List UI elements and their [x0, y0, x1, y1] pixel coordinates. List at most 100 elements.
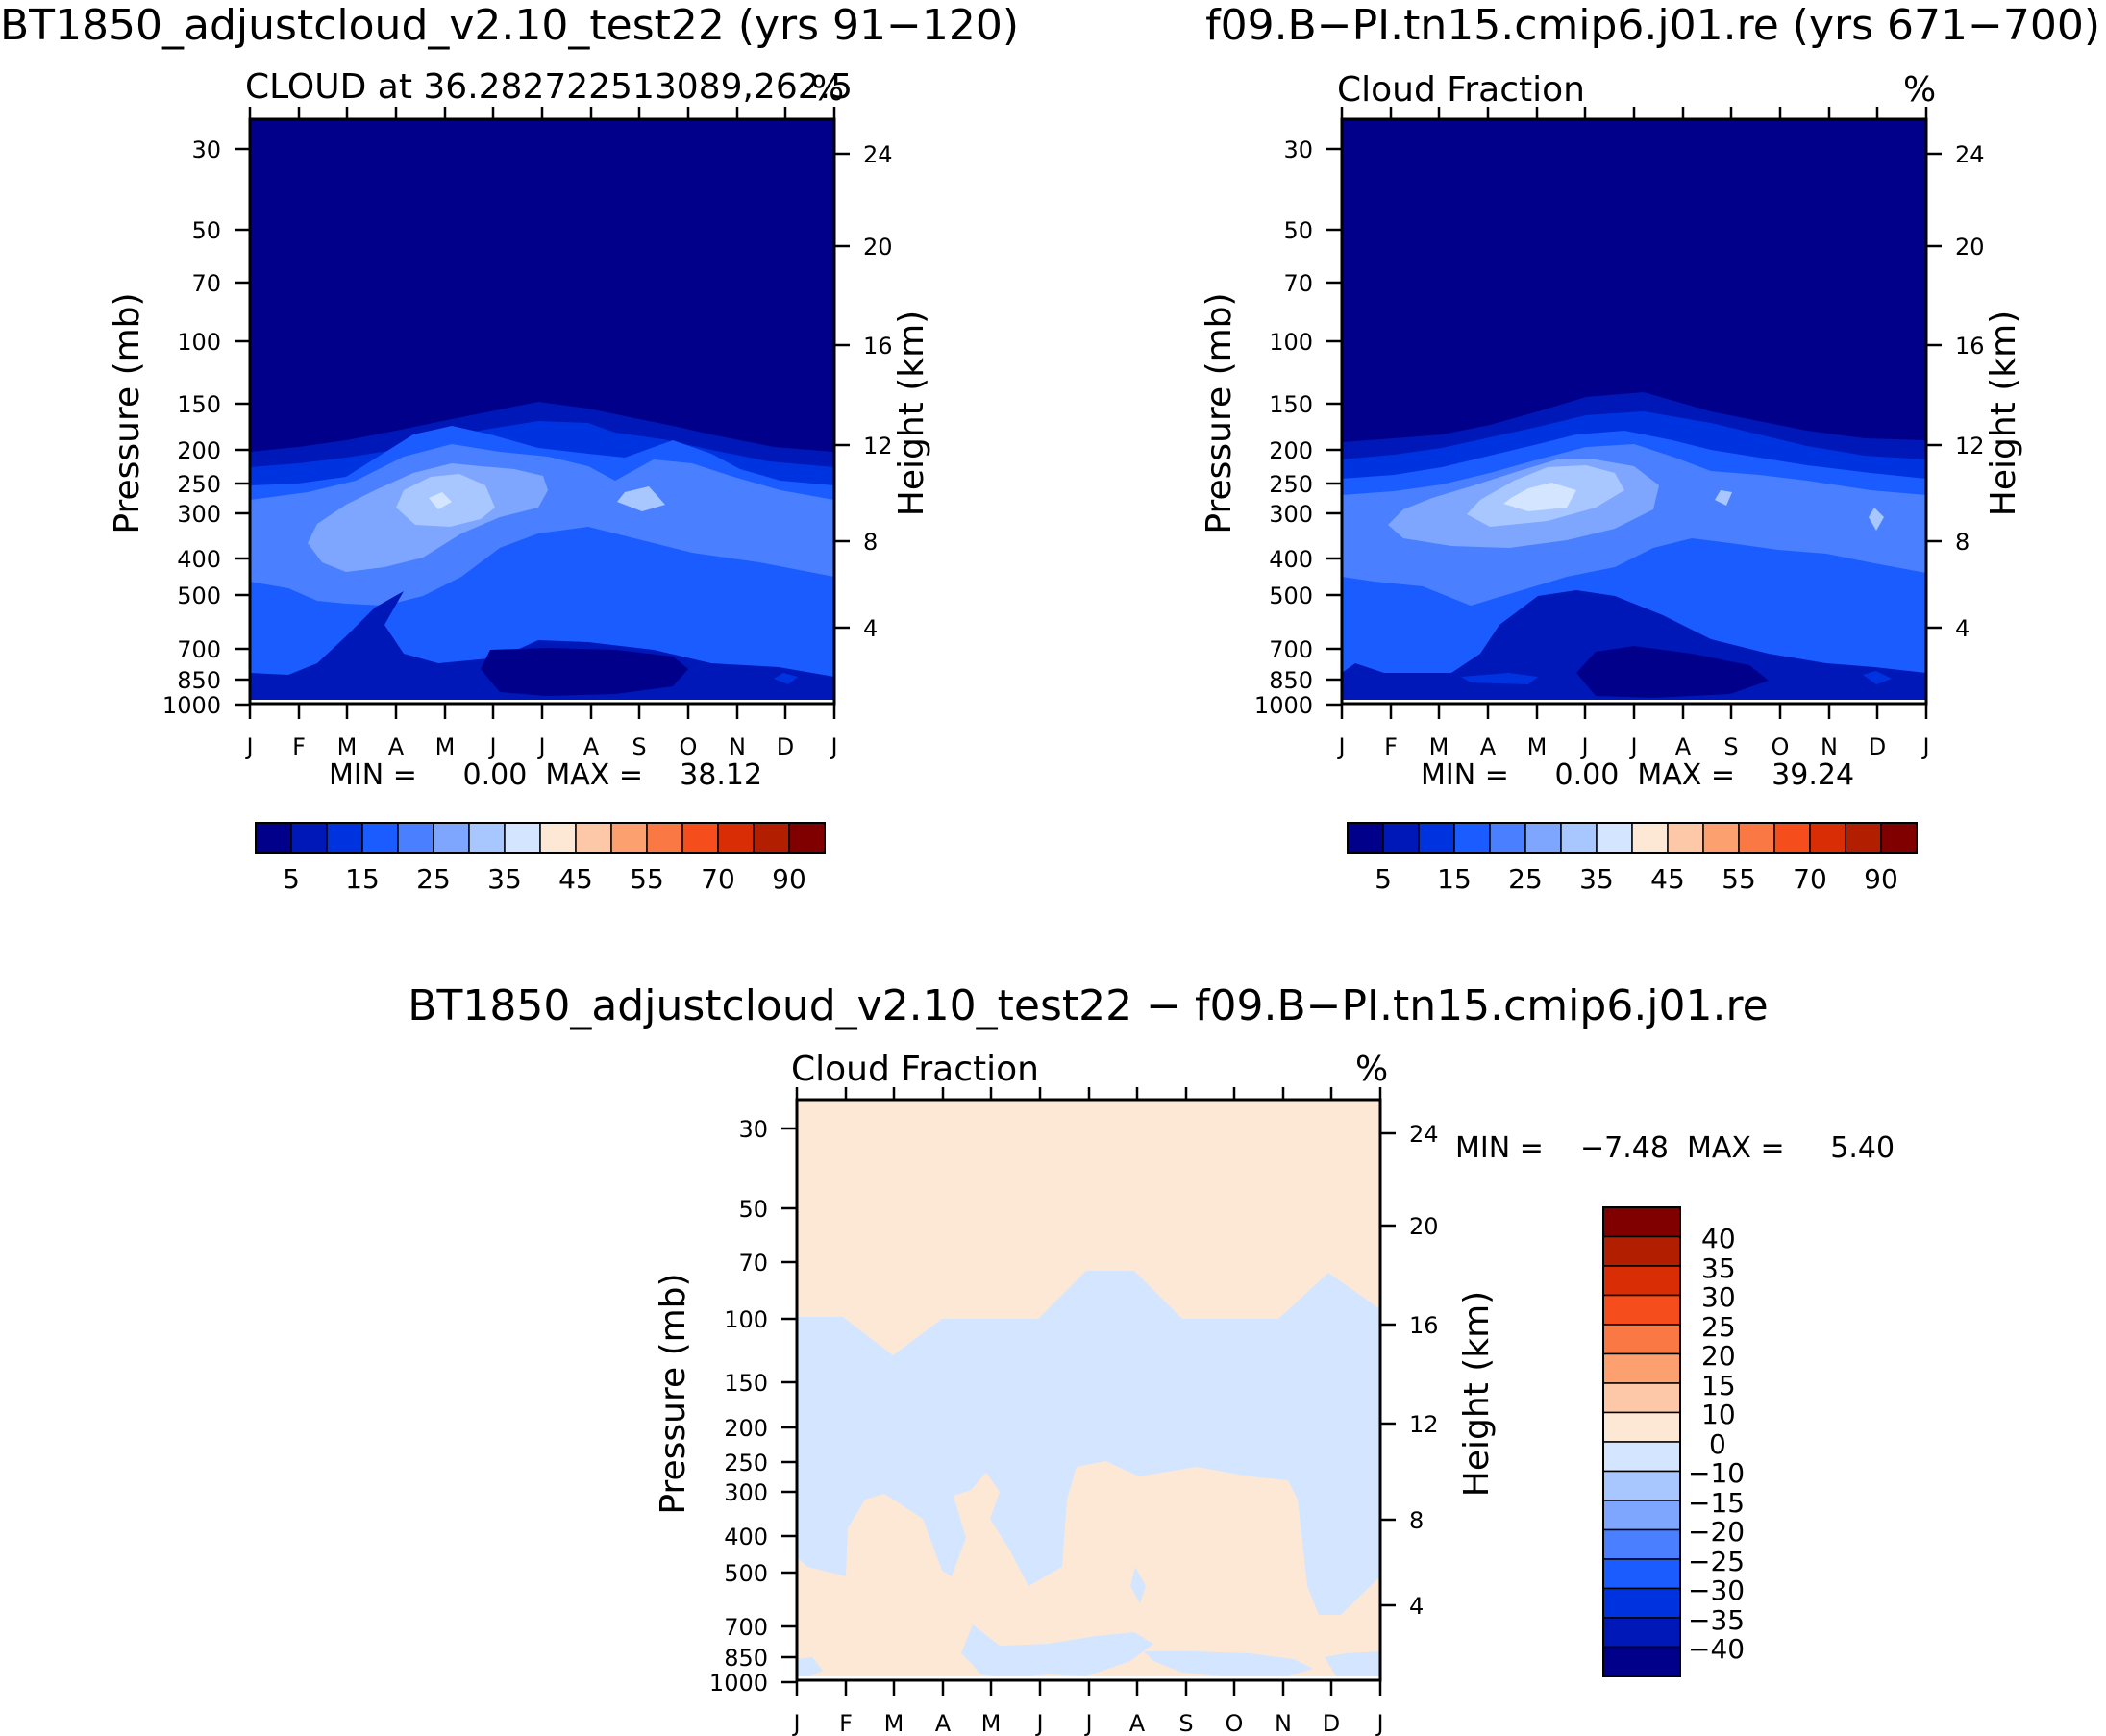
colorbar-label: 5 — [283, 863, 300, 895]
colorbar-labels: 5 15 25 35 45 55 70 90 — [283, 863, 806, 895]
colorbar-label: 25 — [1508, 863, 1543, 895]
panel-2-units: % — [1903, 70, 1936, 110]
colorbar-label: 25 — [416, 863, 451, 895]
pressure-tick: 250 — [177, 471, 221, 498]
month-tick: N — [1275, 1710, 1292, 1736]
panel-2-ylabel-left: Pressure (mb) — [1200, 292, 1239, 533]
pressure-tick: 700 — [724, 1614, 768, 1641]
colorbar-swatch — [1602, 1294, 1681, 1326]
colorbar-swatch — [1602, 1470, 1681, 1501]
panel-3-ylabel-left: Pressure (mb) — [654, 1273, 693, 1514]
pressure-tick: 150 — [177, 391, 221, 418]
height-tick: 12 — [1955, 433, 1985, 459]
month-tick: A — [1675, 733, 1692, 760]
month-tick: D — [1323, 1710, 1340, 1736]
colorbar-swatch — [361, 822, 399, 854]
colorbar-label: 0 — [1709, 1428, 1726, 1460]
pressure-tick: 850 — [177, 667, 221, 694]
height-tick: 12 — [863, 433, 893, 459]
month-tick: J — [244, 733, 253, 760]
height-tick: 8 — [1955, 529, 1970, 556]
colorbar-diff: 40 35 30 25 20 15 10 0 −10 −15 −20 −25 −… — [1602, 1206, 1745, 1677]
pressure-tick: 70 — [1283, 270, 1313, 297]
colorbar-label: 25 — [1701, 1311, 1736, 1343]
panel-1-ticks — [235, 107, 850, 719]
colorbar-frame — [255, 822, 826, 854]
contour-lower-5-10 — [1342, 590, 1926, 700]
month-tick: O — [1226, 1710, 1244, 1736]
colorbar-swatch — [1418, 822, 1455, 854]
colorbar-swatch — [1667, 822, 1704, 854]
panel-3-ticks — [781, 1087, 1396, 1696]
colorbar-swatch — [1773, 822, 1811, 854]
month-tick: J — [1034, 1710, 1043, 1736]
pressure-tick: 1000 — [162, 692, 221, 719]
contour-lower-10-15-b — [1863, 671, 1892, 684]
height-tick: 16 — [863, 333, 893, 360]
colorbar-swatch — [1602, 1265, 1681, 1297]
colorbar-swatch — [433, 822, 470, 854]
month-tick: J — [1336, 733, 1345, 760]
pressure-tick: 100 — [724, 1306, 768, 1333]
colorbar-label: −30 — [1688, 1575, 1745, 1606]
month-tick: A — [583, 733, 600, 760]
height-tick: 8 — [1409, 1507, 1424, 1534]
colorbar-swatches — [1347, 822, 1918, 854]
colorbar-swatch — [1702, 822, 1740, 854]
panel-1-pressure-labels: 30 50 70 100 150 200 250 300 400 500 700… — [162, 136, 221, 719]
pressure-tick: 300 — [177, 501, 221, 528]
month-tick: S — [1723, 733, 1738, 760]
month-tick: D — [1869, 733, 1886, 760]
pressure-tick: 200 — [724, 1415, 768, 1442]
pressure-tick: 50 — [1283, 217, 1313, 244]
colorbar-swatch — [1602, 1587, 1681, 1619]
colorbar-swatch — [1382, 822, 1420, 854]
contour-lower-0-5 — [481, 648, 688, 696]
colorbar-swatch — [1602, 1441, 1681, 1473]
height-tick: 4 — [863, 615, 878, 642]
colorbar-frame — [1602, 1206, 1681, 1677]
diff-negative-low-d — [797, 1657, 823, 1678]
contour-lower-10-15 — [1461, 673, 1538, 684]
colorbar-label: 45 — [1650, 863, 1685, 895]
pressure-tick: 150 — [1269, 391, 1313, 418]
panel-2-contours — [1342, 119, 1926, 700]
panel-1: BT1850_adjustcloud_v2.10_test22 (yrs 91−… — [0, 1, 1019, 895]
pressure-tick: 200 — [1269, 437, 1313, 464]
panel-2: f09.B−PI.tn15.cmip6.j01.re (yrs 671−700)… — [1200, 1, 2100, 895]
colorbar-label: 45 — [558, 863, 593, 895]
panel-1-subtitle: CLOUD at 36.282722513089,262.5 — [245, 67, 853, 107]
panel-1-month-labels: J F M A M J J A S O N D J — [244, 733, 837, 760]
panel-1-minmax: MIN = 0.00 MAX = 38.12 — [329, 758, 762, 792]
month-tick: O — [680, 733, 698, 760]
colorbar-label: 5 — [1375, 863, 1392, 895]
colorbar-swatch — [397, 822, 434, 854]
panel-3-ylabel-right: Height (km) — [1457, 1291, 1497, 1497]
colorbar-swatch — [1560, 822, 1598, 854]
colorbar-label: 90 — [1864, 863, 1898, 895]
contour-lower-5-10 — [250, 591, 834, 700]
colorbar-label: 10 — [1701, 1399, 1736, 1430]
contour-lower-0-5 — [1576, 646, 1769, 698]
colorbar-swatch — [1880, 822, 1918, 854]
colorbar-swatch — [255, 822, 292, 854]
colorbar-label: 40 — [1701, 1223, 1736, 1254]
colorbar-swatch — [1602, 1235, 1681, 1267]
colorbar-frame — [1347, 822, 1918, 854]
month-tick: F — [292, 733, 306, 760]
month-tick: F — [839, 1710, 853, 1736]
colorbar-label: −25 — [1688, 1546, 1745, 1577]
colorbar-swatch — [1596, 822, 1633, 854]
month-tick: J — [791, 1710, 800, 1736]
diff-negative-low-c — [1325, 1651, 1380, 1676]
contour-level-35-40 — [429, 492, 452, 509]
colorbar-label: 20 — [1701, 1340, 1736, 1372]
panel-3-title: BT1850_adjustcloud_v2.10_test22 − f09.B−… — [408, 981, 1768, 1030]
pressure-tick: 150 — [724, 1370, 768, 1397]
panel-3-bottom-strip — [797, 1676, 1380, 1680]
colorbar-label: 55 — [630, 863, 664, 895]
colorbar-label: 35 — [1579, 863, 1614, 895]
colorbar-swatch — [646, 822, 683, 854]
pressure-tick: 1000 — [1254, 692, 1313, 719]
